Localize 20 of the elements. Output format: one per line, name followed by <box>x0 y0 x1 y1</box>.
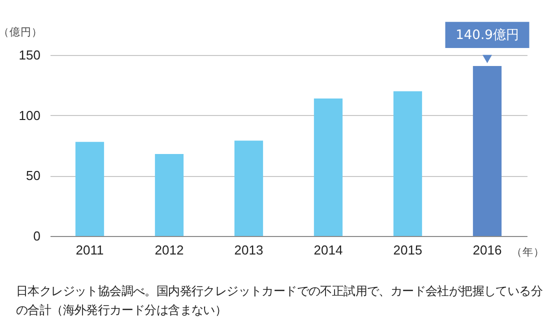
text: 日本クレジット協会調べ。国内発行クレジットカードでの不正試用で、カード会社が把握している分の合計（海外発行カード分は含まない） <box>16 283 544 319</box>
bar <box>393 91 422 236</box>
bar <box>154 154 184 236</box>
y-tick-label: 50 <box>26 168 40 184</box>
x-tick-label: 2016 <box>472 242 502 258</box>
y-axis-title: （億円） <box>0 26 42 38</box>
y-tick-label: 100 <box>18 108 40 123</box>
bar <box>314 98 343 236</box>
bar <box>234 140 264 236</box>
data-label: 140.9億円 <box>456 28 519 43</box>
x-tick-label: 2013 <box>234 242 264 258</box>
x-tick-label: 2015 <box>393 242 422 258</box>
x-tick-label: 2014 <box>314 242 343 258</box>
bar <box>75 142 104 236</box>
x-tick-label: 2011 <box>76 242 104 258</box>
bar <box>472 66 502 236</box>
x-tick-label: 2012 <box>154 242 184 258</box>
y-tick-label: 0 <box>33 228 40 244</box>
x-axis-title: （年） <box>512 246 544 258</box>
y-tick-label: 150 <box>18 48 40 62</box>
